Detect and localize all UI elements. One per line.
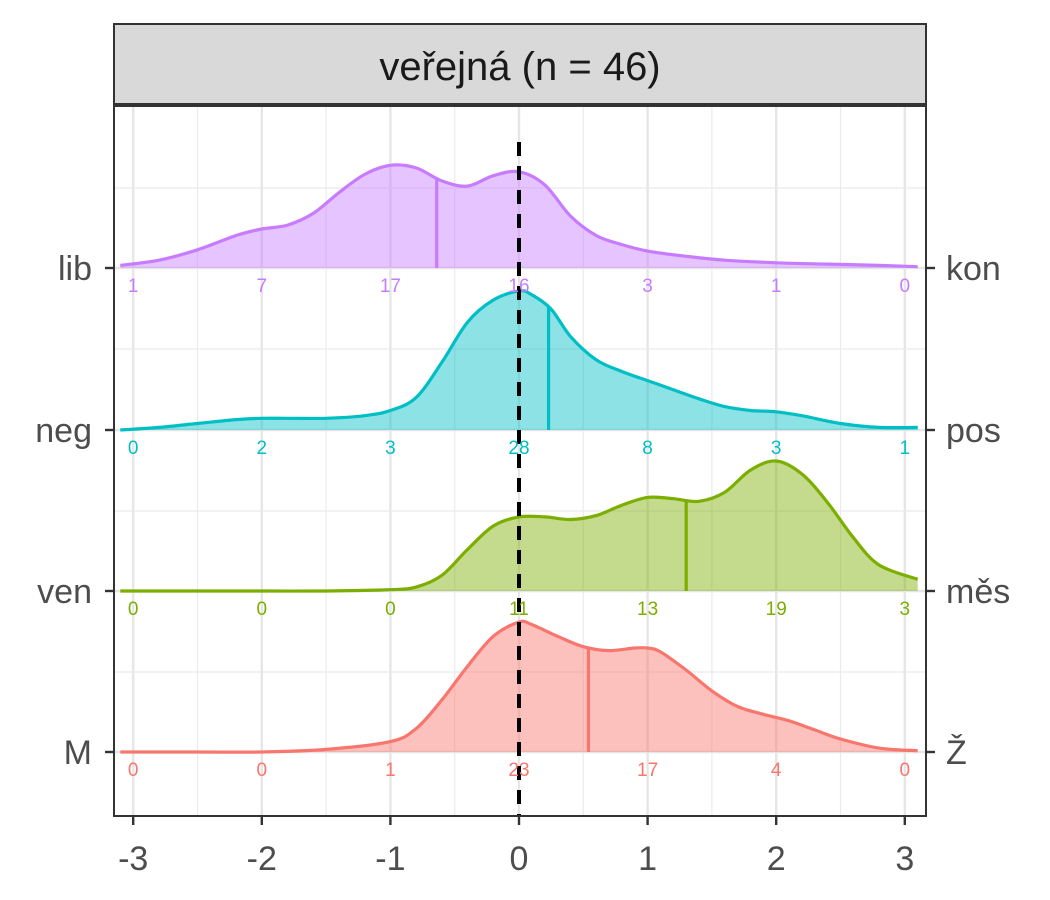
strip-background [113, 23, 927, 105]
count-label: 3 [642, 276, 653, 297]
count-label: 2 [257, 438, 268, 459]
count-label: 17 [380, 276, 401, 297]
x-tick-label: 1 [638, 840, 657, 878]
count-label: 0 [128, 438, 139, 459]
count-label: 3 [385, 438, 396, 459]
x-tick-label: -2 [247, 840, 277, 878]
count-label: 28 [508, 438, 529, 459]
count-label: 0 [128, 599, 139, 620]
x-tick-label: 3 [895, 840, 914, 878]
count-label: 0 [385, 599, 396, 620]
count-label: 7 [257, 276, 268, 297]
count-label: 8 [642, 438, 653, 459]
count-label: 17 [637, 760, 658, 781]
count-label: 13 [637, 599, 658, 620]
count-label: 3 [900, 599, 911, 620]
count-label: 3 [771, 438, 782, 459]
count-label: 1 [771, 276, 782, 297]
x-tick-label: 0 [510, 840, 529, 878]
x-axis: -3 -2 -1 0 1 2 3 [118, 816, 914, 878]
y-tick-label-right: pos [946, 412, 1001, 450]
count-label: 11 [509, 599, 529, 620]
y-tick-label-right: Ž [946, 734, 967, 772]
count-label: 23 [508, 760, 529, 781]
count-label: 0 [900, 760, 911, 781]
y-axis-left: lib neg ven M [35, 250, 114, 772]
count-label: 1 [900, 438, 911, 459]
y-tick-label-left: neg [35, 412, 92, 450]
count-labels: 1 7 17 16 3 1 00 2 3 28 8 3 10 0 0 11 13 19 30 0 1 23 17 4 0 [128, 276, 910, 781]
ridge-M [120, 619, 918, 754]
count-label: 1 [385, 760, 396, 781]
y-axis-right: kon pos měs Ž [926, 250, 1010, 772]
count-label: 4 [771, 760, 782, 781]
count-label: 19 [766, 599, 787, 620]
y-tick-label-left: ven [37, 573, 92, 611]
y-tick-label-left: M [64, 734, 92, 772]
chart-title: veřejná (n = 46) [379, 45, 660, 89]
count-label: 0 [257, 760, 268, 781]
density-line [120, 289, 918, 432]
x-tick-label: -1 [375, 840, 405, 878]
count-label: 0 [900, 276, 911, 297]
x-tick-label: 2 [767, 840, 786, 878]
count-label: 1 [128, 276, 139, 297]
density-line [120, 163, 918, 269]
y-tick-label-right: měs [946, 573, 1010, 611]
count-label: 16 [508, 276, 529, 297]
x-tick-label: -3 [118, 840, 148, 878]
y-tick-label-right: kon [946, 250, 1001, 288]
density-area [120, 621, 918, 753]
y-tick-label-left: lib [58, 250, 92, 288]
count-label: 0 [257, 599, 268, 620]
density-line [120, 459, 919, 593]
count-label: 0 [128, 760, 139, 781]
